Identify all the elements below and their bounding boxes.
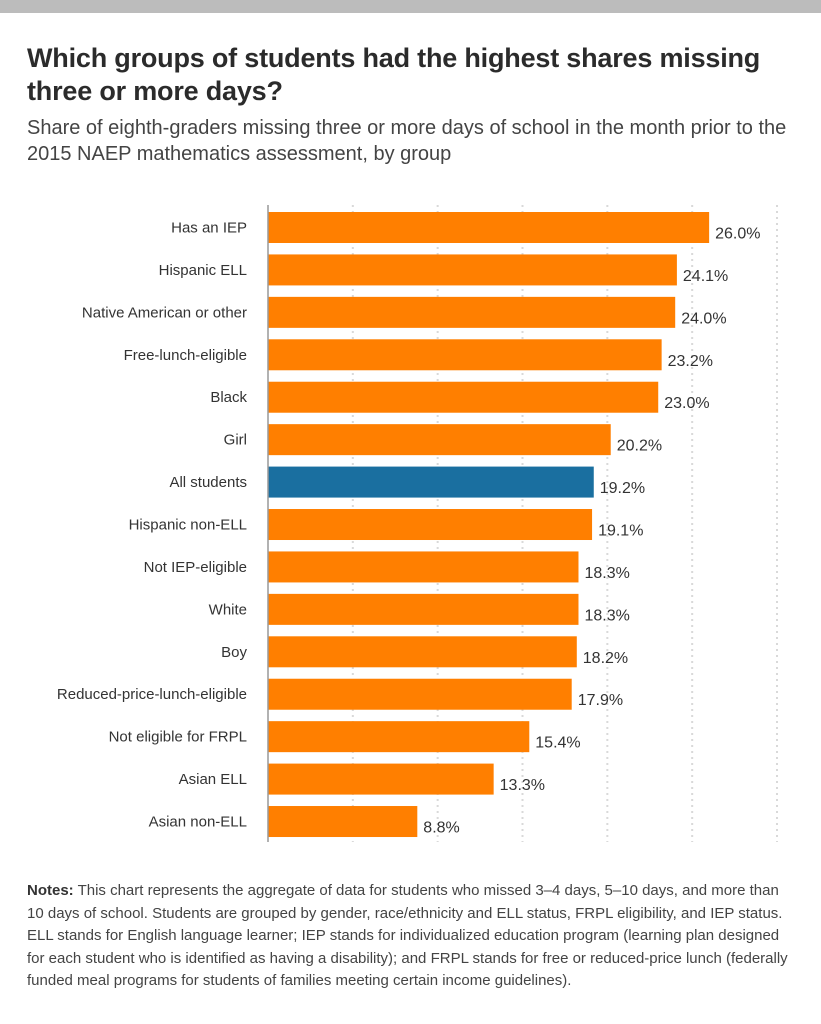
bar xyxy=(268,509,593,541)
data-label: 23.2% xyxy=(668,353,713,370)
notes: Notes: This chart represents the aggrega… xyxy=(27,880,797,993)
data-label: 18.3% xyxy=(584,607,629,624)
data-label: 24.1% xyxy=(683,268,728,285)
data-label: 18.2% xyxy=(583,650,628,667)
data-label: 19.1% xyxy=(598,523,643,540)
chart-title: Which groups of students had the highest… xyxy=(27,43,761,106)
category-label: Has an IEP xyxy=(171,220,247,237)
bar xyxy=(268,763,494,795)
category-label: Free-lunch-eligible xyxy=(124,347,247,364)
data-label: 24.0% xyxy=(681,310,726,327)
data-label: 20.2% xyxy=(617,438,662,455)
category-label: Asian ELL xyxy=(179,771,247,788)
category-label: Hispanic non-ELL xyxy=(129,517,247,534)
category-label: Girl xyxy=(224,432,247,449)
category-label: Black xyxy=(210,389,247,406)
category-label: Not eligible for FRPL xyxy=(109,729,247,746)
data-label: 13.3% xyxy=(500,777,545,794)
data-label: 18.3% xyxy=(584,565,629,582)
bar xyxy=(268,212,710,243)
bar xyxy=(268,296,676,328)
category-label: Reduced-price-lunch-eligible xyxy=(57,686,247,703)
bar xyxy=(268,424,611,456)
data-label: 26.0% xyxy=(715,226,760,243)
chart-subtitle: Share of eighth-graders missing three or… xyxy=(27,117,787,165)
data-label: 19.2% xyxy=(600,480,645,497)
bar xyxy=(268,381,659,413)
data-label: 23.0% xyxy=(664,395,709,412)
bar xyxy=(268,636,577,668)
category-label: White xyxy=(209,601,247,618)
category-label: Boy xyxy=(221,644,247,661)
category-label: Not IEP-eligible xyxy=(144,559,247,576)
data-label: 8.8% xyxy=(423,820,459,837)
bar xyxy=(268,466,594,498)
top-bar xyxy=(0,0,821,13)
data-label: 17.9% xyxy=(578,692,623,709)
bar xyxy=(268,721,530,753)
bar xyxy=(268,551,579,583)
bar xyxy=(268,339,662,371)
category-label: Native American or other xyxy=(82,304,247,321)
bar xyxy=(268,593,579,625)
category-label: All students xyxy=(169,474,247,491)
bar xyxy=(268,254,677,286)
category-label: Asian non-ELL xyxy=(149,814,247,831)
notes-label: Notes: xyxy=(27,882,74,899)
category-label: Hispanic ELL xyxy=(159,262,247,279)
bar xyxy=(268,678,572,710)
notes-text: This chart represents the aggregate of d… xyxy=(27,882,788,989)
bar xyxy=(268,806,418,838)
data-label: 15.4% xyxy=(535,735,580,752)
bar-chart: Has an IEP 26.0% Hispanic ELL 24.1% Native A… xyxy=(57,205,778,842)
